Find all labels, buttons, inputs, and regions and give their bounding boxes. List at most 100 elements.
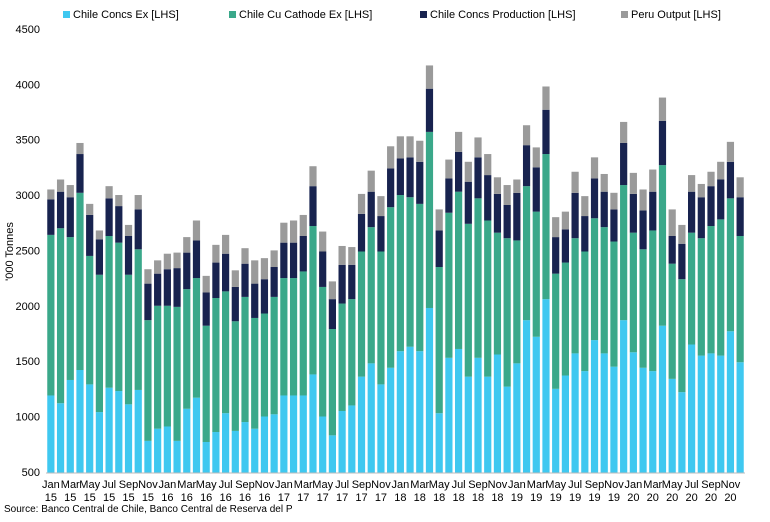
bar-segment bbox=[532, 147, 540, 168]
bar-segment bbox=[561, 262, 569, 376]
bar-segment bbox=[66, 197, 74, 238]
bar-segment bbox=[600, 173, 608, 192]
bar-segment bbox=[435, 209, 443, 231]
x-tick-label: Sep 18 bbox=[468, 479, 488, 504]
bar-segment bbox=[367, 227, 375, 364]
bar-segment bbox=[610, 209, 618, 242]
x-tick-label: May 16 bbox=[195, 479, 217, 504]
bar-segment bbox=[47, 189, 55, 200]
bar-segment bbox=[610, 192, 618, 210]
bar-segment bbox=[134, 195, 142, 210]
bar-segment bbox=[581, 251, 589, 372]
bar-segment bbox=[707, 353, 715, 473]
bar-segment bbox=[542, 109, 550, 155]
bar-segment bbox=[212, 432, 220, 473]
bar-segment bbox=[484, 376, 492, 473]
x-tick-label: Mar 19 bbox=[526, 479, 546, 504]
bar-segment bbox=[736, 177, 744, 198]
x-tick-label: Mar 18 bbox=[410, 479, 430, 504]
bar-segment bbox=[86, 203, 94, 215]
bar-segment bbox=[707, 186, 715, 227]
bar-segment bbox=[649, 371, 657, 473]
bar-segment bbox=[173, 268, 181, 307]
x-tick-label: Mar 15 bbox=[60, 479, 80, 504]
bar-segment bbox=[202, 441, 210, 473]
bar-segment bbox=[474, 137, 482, 158]
x-tick-label: May 17 bbox=[312, 479, 334, 504]
x-tick-label: Mar 16 bbox=[177, 479, 197, 504]
bar-segment bbox=[367, 363, 375, 473]
bar-segment bbox=[503, 238, 511, 387]
x-tick-label: Jul 20 bbox=[684, 479, 699, 504]
bar-segment bbox=[542, 299, 550, 473]
bar-segment bbox=[406, 346, 414, 473]
legend-swatch bbox=[420, 11, 427, 18]
bar-segment bbox=[357, 251, 366, 377]
bar-segment bbox=[338, 303, 346, 411]
bar-segment bbox=[600, 191, 608, 228]
bar-segment bbox=[192, 397, 201, 473]
bar-segment bbox=[610, 241, 618, 367]
bar-segment bbox=[105, 198, 113, 236]
bar-segment bbox=[474, 357, 482, 473]
x-tick-label: Jul 18 bbox=[451, 479, 466, 504]
bar-segment bbox=[367, 191, 375, 228]
x-tick-label: Sep 17 bbox=[351, 479, 372, 504]
bar-segment bbox=[76, 370, 84, 473]
bar-segment bbox=[309, 374, 317, 473]
bar-segment bbox=[707, 226, 715, 354]
bar-segment bbox=[406, 136, 414, 158]
bar-segment bbox=[552, 217, 560, 238]
bar-segment bbox=[348, 405, 356, 473]
bar-segment bbox=[289, 278, 298, 396]
bar-segment bbox=[212, 244, 220, 263]
bar-segment bbox=[387, 207, 395, 368]
bar-segment bbox=[387, 367, 395, 473]
bar-segment bbox=[251, 428, 259, 473]
bar-segment bbox=[571, 353, 579, 473]
bar-segment bbox=[717, 179, 725, 220]
bar-segment bbox=[241, 296, 249, 423]
legend-label: Peru Output [LHS] bbox=[631, 9, 721, 21]
bar-segment bbox=[561, 229, 569, 263]
bar-segment bbox=[222, 291, 230, 414]
bar-segment bbox=[154, 260, 162, 274]
bar-segment bbox=[590, 157, 599, 179]
bar-segment bbox=[542, 154, 550, 300]
bar-segment bbox=[105, 186, 113, 199]
bar-segment bbox=[95, 412, 103, 473]
bar-segment bbox=[134, 209, 142, 250]
bar-segment bbox=[678, 243, 686, 280]
bar-segment bbox=[144, 320, 152, 441]
bar-segment bbox=[124, 235, 133, 275]
y-tick-label: 3000 bbox=[16, 190, 40, 202]
bar-segment bbox=[649, 191, 657, 231]
bar-segment bbox=[299, 214, 307, 236]
bar-segment bbox=[95, 274, 103, 413]
bar-segment bbox=[260, 313, 269, 417]
bar-segment bbox=[503, 386, 511, 473]
bar-segment bbox=[357, 376, 366, 473]
y-tick-label: 1500 bbox=[16, 356, 40, 368]
bar-segment bbox=[154, 428, 162, 473]
bar-segment bbox=[688, 344, 696, 473]
bar-segment bbox=[173, 252, 181, 269]
bar-segment bbox=[76, 154, 84, 193]
bar-segment bbox=[484, 154, 492, 176]
bar-segment bbox=[105, 235, 113, 388]
bar-segment bbox=[387, 168, 395, 208]
bar-segment bbox=[202, 275, 210, 293]
bar-segment bbox=[416, 351, 424, 473]
bar-segment bbox=[280, 242, 288, 279]
x-tick-label: Nov 20 bbox=[720, 479, 741, 504]
bar-segment bbox=[124, 274, 133, 405]
bar-segment bbox=[66, 379, 74, 473]
bar-segment bbox=[134, 249, 142, 390]
bar-segment bbox=[522, 125, 531, 146]
bar-segment bbox=[590, 178, 599, 219]
bar-segment bbox=[124, 224, 133, 236]
bar-segment bbox=[289, 395, 298, 473]
bar-segment bbox=[47, 199, 55, 235]
y-tick-label: 1000 bbox=[16, 412, 40, 424]
